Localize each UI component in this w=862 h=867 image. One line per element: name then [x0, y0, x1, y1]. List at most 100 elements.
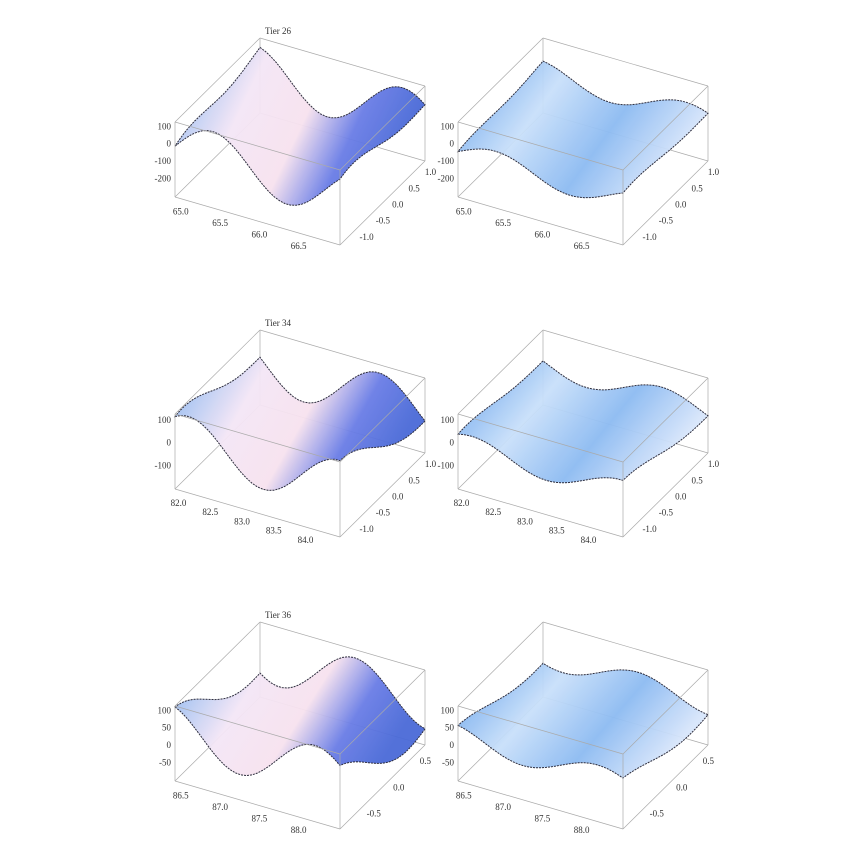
y-tick-label: 0.5 — [408, 475, 420, 485]
surface — [173, 356, 426, 491]
y-tick-label: -1.0 — [642, 232, 657, 242]
z-tick-label: 100 — [441, 121, 455, 131]
box-edge — [622, 669, 709, 755]
box-edge — [259, 329, 426, 379]
y-tick-label: 0.5 — [420, 756, 432, 766]
z-tick-label: -100 — [438, 460, 455, 470]
y-tick-label: 0.0 — [675, 199, 687, 209]
surface — [457, 662, 709, 779]
z-tick-label: 100 — [158, 121, 172, 131]
x-tick-label: 84.0 — [298, 535, 314, 545]
box-edge — [622, 377, 709, 463]
y-tick-label: 1.0 — [425, 167, 437, 177]
z-tick-label: 0 — [450, 139, 455, 149]
box-edge — [457, 196, 624, 246]
y-tick-label: -1.0 — [359, 524, 374, 534]
z-tick-label: -100 — [438, 156, 455, 166]
box-edge — [174, 196, 341, 246]
x-tick-label: 66.0 — [534, 229, 550, 239]
box-edge — [174, 780, 341, 830]
box-edge — [174, 413, 341, 463]
box-edge — [457, 488, 624, 538]
x-tick-label: 88.0 — [574, 825, 590, 835]
z-tick-label: -50 — [442, 758, 454, 768]
x-tick-label: 65.5 — [495, 218, 511, 228]
box-edge — [174, 621, 261, 707]
z-tick-label: 50 — [445, 723, 455, 733]
z-tick-label: -50 — [159, 758, 171, 768]
z-tick-label: 0 — [167, 740, 172, 750]
x-tick-label: 82.0 — [454, 498, 470, 508]
box-edge — [174, 488, 341, 538]
x-tick-label: 88.0 — [291, 825, 307, 835]
z-tick-label: -200 — [438, 174, 455, 184]
x-tick-label: 65.0 — [456, 206, 472, 216]
y-tick-label: -0.5 — [659, 508, 674, 518]
z-tick-label: 0 — [167, 139, 172, 149]
x-tick-label: 82.5 — [485, 507, 501, 517]
x-tick-label: 87.0 — [495, 802, 511, 812]
x-tick-label: 86.5 — [173, 790, 189, 800]
y-tick-label: 0.5 — [703, 756, 715, 766]
box-edge — [542, 37, 709, 87]
z-tick-label: 50 — [162, 723, 172, 733]
box-edge — [174, 121, 341, 171]
z-tick-label: 100 — [441, 705, 455, 715]
box-edge — [339, 744, 426, 830]
panel-title: Tier 36 — [265, 610, 291, 620]
x-tick-label: 65.0 — [173, 206, 189, 216]
y-tick-label: 0.0 — [393, 782, 405, 792]
box-edge — [339, 377, 426, 463]
x-tick-label: 87.5 — [251, 813, 267, 823]
y-tick-label: 0.0 — [676, 782, 688, 792]
y-tick-label: 1.0 — [425, 459, 437, 469]
box-edge — [339, 669, 426, 755]
box-edge — [622, 160, 709, 246]
x-tick-label: 83.5 — [266, 526, 282, 536]
surface — [456, 60, 709, 199]
x-tick-label: 83.5 — [549, 526, 565, 536]
z-tick-label: -100 — [155, 156, 172, 166]
y-tick-label: 1.0 — [708, 459, 720, 469]
y-tick-label: -1.0 — [642, 524, 657, 534]
box-edge — [622, 744, 709, 830]
box-edge — [457, 780, 624, 830]
z-tick-label: 100 — [441, 415, 455, 425]
z-tick-label: 0 — [167, 438, 172, 448]
x-tick-label: 87.0 — [212, 802, 228, 812]
box-edge — [542, 621, 709, 671]
x-tick-label: 84.0 — [581, 535, 597, 545]
box-edge — [542, 329, 709, 379]
box-edge — [457, 705, 624, 755]
box-edge — [622, 85, 709, 171]
panel-title: Tier 34 — [265, 318, 291, 328]
surface — [174, 46, 426, 206]
x-tick-label: 66.0 — [251, 229, 267, 239]
z-tick-label: -100 — [155, 460, 172, 470]
box-edge — [174, 37, 261, 123]
y-tick-label: 0.5 — [691, 183, 703, 193]
x-tick-label: 82.0 — [171, 498, 187, 508]
box-edge — [457, 37, 544, 123]
x-tick-label: 82.5 — [202, 507, 218, 517]
box-edge — [457, 329, 544, 415]
z-tick-label: 100 — [158, 705, 172, 715]
y-tick-label: 0.5 — [691, 475, 703, 485]
box-edge — [457, 121, 624, 171]
x-tick-label: 83.0 — [234, 516, 250, 526]
box-edge — [174, 705, 341, 755]
box-edge — [339, 160, 426, 246]
y-tick-label: -1.0 — [359, 232, 374, 242]
box-edge — [457, 413, 624, 463]
surface — [456, 360, 709, 484]
y-tick-label: -0.5 — [367, 809, 382, 819]
x-tick-label: 66.5 — [574, 241, 590, 251]
x-tick-label: 87.5 — [534, 813, 550, 823]
x-tick-label: 65.5 — [212, 218, 228, 228]
box-edge — [259, 621, 426, 671]
z-tick-label: 0 — [450, 740, 455, 750]
box-edge — [339, 452, 426, 538]
box-edge — [339, 85, 426, 171]
x-tick-label: 83.0 — [517, 516, 533, 526]
y-tick-label: -0.5 — [376, 216, 391, 226]
